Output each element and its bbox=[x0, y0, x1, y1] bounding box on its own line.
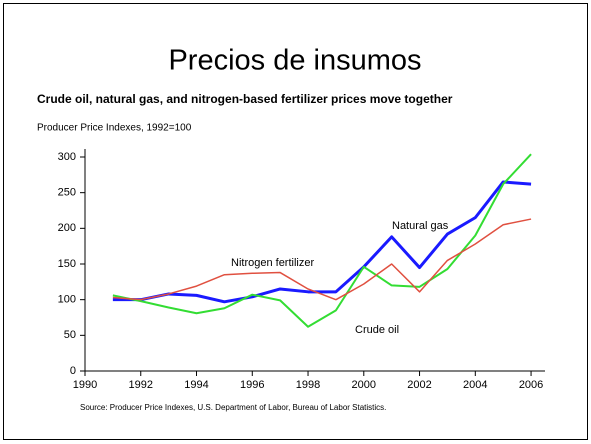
y-tick-label: 0 bbox=[70, 365, 76, 377]
series-label: Nitrogen fertilizer bbox=[231, 257, 314, 269]
chart-subtitle: Crude oil, natural gas, and nitrogen-bas… bbox=[37, 92, 453, 106]
x-tick-label: 1996 bbox=[240, 379, 264, 391]
slide-title: Precios de insumos bbox=[168, 45, 421, 77]
y-axis-label: Producer Price Indexes, 1992=100 bbox=[37, 123, 192, 134]
x-tick-label: 1990 bbox=[73, 379, 97, 391]
slide-border bbox=[3, 3, 588, 440]
x-tick-label: 1998 bbox=[296, 379, 320, 391]
y-tick-label: 100 bbox=[58, 294, 76, 306]
x-tick-label: 2006 bbox=[519, 379, 543, 391]
series-label: Natural gas bbox=[392, 220, 449, 232]
x-tick-label: 2004 bbox=[463, 379, 487, 391]
x-tick-label: 1994 bbox=[184, 379, 208, 391]
y-tick-label: 50 bbox=[64, 329, 76, 341]
x-tick-label: 2000 bbox=[352, 379, 376, 391]
y-tick-label: 300 bbox=[58, 151, 76, 163]
series-line bbox=[112, 180, 532, 304]
source-note: Source: Producer Price Indexes, U.S. Dep… bbox=[80, 403, 386, 412]
x-tick-label: 1992 bbox=[129, 379, 153, 391]
series-line bbox=[112, 218, 532, 301]
y-tick-label: 250 bbox=[58, 187, 76, 199]
x-tick-label: 2002 bbox=[407, 379, 431, 391]
series-label: Crude oil bbox=[355, 324, 399, 336]
y-tick-label: 150 bbox=[58, 258, 76, 270]
y-tick-label: 200 bbox=[58, 222, 76, 234]
